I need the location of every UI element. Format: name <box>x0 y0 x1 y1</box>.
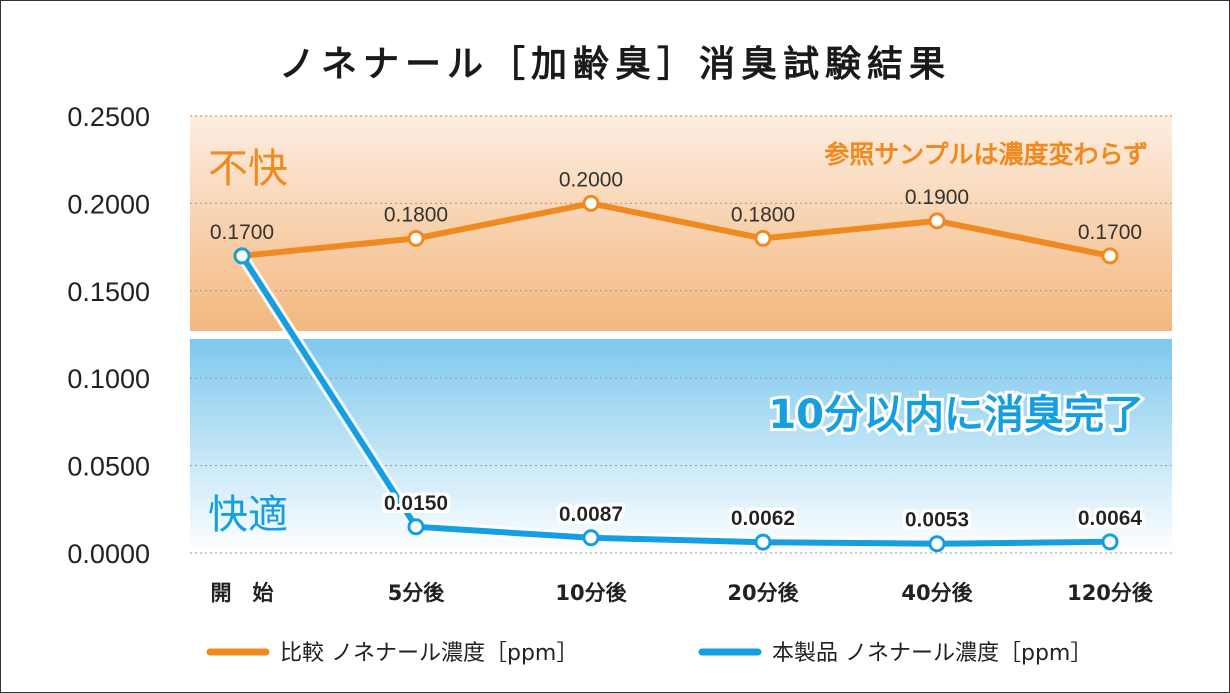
data-point-s0-5 <box>1101 247 1119 265</box>
series-points <box>233 194 1119 553</box>
x-tick-label-4: 40分後 <box>901 581 973 605</box>
chart-title: ノネナール［加齢臭］消臭試験結果 <box>279 44 951 85</box>
y-tick-label-1: 0.2000 <box>67 189 150 219</box>
series-line-1 <box>239 252 1113 547</box>
data-point-s0-2 <box>582 194 600 212</box>
data-label-s0-2: 0.2000 <box>559 168 623 191</box>
x-axis-ticks: 開 始 5分後 10分後 20分後 40分後 120分後 <box>211 581 1154 605</box>
data-label-s0-0: 0.1700 <box>210 221 274 244</box>
legend-label-product: 本製品 ノネナール濃度［ppm］ <box>772 641 1092 666</box>
x-tick-label-0: 開 始 <box>211 581 274 605</box>
x-tick-label-5: 120分後 <box>1067 581 1154 605</box>
legend-label-reference: 比較 ノネナール濃度［ppm］ <box>280 641 578 666</box>
data-point-s1-1 <box>407 518 425 536</box>
data-label-s0-1: 0.1800 <box>384 203 448 226</box>
data-point-s0-4 <box>928 212 946 230</box>
unpleasant-zone-label: 不快 <box>208 146 288 192</box>
data-labels: 0.1700 0.1800 0.2000 0.1800 0.1900 0.1700 0.01… <box>210 168 1143 531</box>
data-label-s1-5: 0.0064 <box>1078 507 1143 530</box>
comfortable-zone-label: 快適 <box>208 492 288 538</box>
data-label-s0-3: 0.1800 <box>731 203 795 226</box>
data-label-s0-4: 0.1900 <box>905 186 969 209</box>
x-tick-label-1: 5分後 <box>388 581 446 605</box>
data-label-s1-2: 0.0087 <box>559 503 623 526</box>
data-label-s0-5: 0.1700 <box>1078 221 1142 244</box>
data-label-s1-3: 0.0062 <box>731 507 795 530</box>
y-axis-ticks: 0.2500 0.2000 0.1500 0.1000 0.0500 0.0000 <box>67 102 150 569</box>
grid-lines <box>190 115 1172 554</box>
data-label-s1-4: 0.0053 <box>905 509 969 532</box>
y-tick-label-3: 0.1000 <box>67 364 150 394</box>
y-tick-label-4: 0.0500 <box>67 452 150 482</box>
data-point-s1-0 <box>233 247 251 265</box>
series-line-0 <box>239 200 1113 259</box>
reference-note: 参照サンプルは濃度変わらず <box>824 140 1148 169</box>
data-point-s1-4 <box>928 535 946 553</box>
y-tick-label-0: 0.2500 <box>67 102 150 132</box>
x-tick-label-2: 10分後 <box>555 581 627 605</box>
series-lines <box>236 200 1116 550</box>
product-note: 10分以内に消臭完了 <box>768 392 1144 438</box>
y-tick-label-5: 0.0000 <box>67 539 150 569</box>
data-point-s0-1 <box>407 229 425 247</box>
data-point-s1-5 <box>1101 533 1119 551</box>
data-point-s1-3 <box>754 533 772 551</box>
legend: 比較 ノネナール濃度［ppm］ 本製品 ノネナール濃度［ppm］ <box>206 641 1092 666</box>
data-point-s1-2 <box>582 529 600 547</box>
x-tick-label-3: 20分後 <box>727 581 799 605</box>
comfortable-zone <box>190 339 1172 553</box>
data-label-s1-1: 0.0150 <box>384 492 448 515</box>
y-tick-label-2: 0.1500 <box>67 277 150 307</box>
data-point-s0-3 <box>754 229 772 247</box>
